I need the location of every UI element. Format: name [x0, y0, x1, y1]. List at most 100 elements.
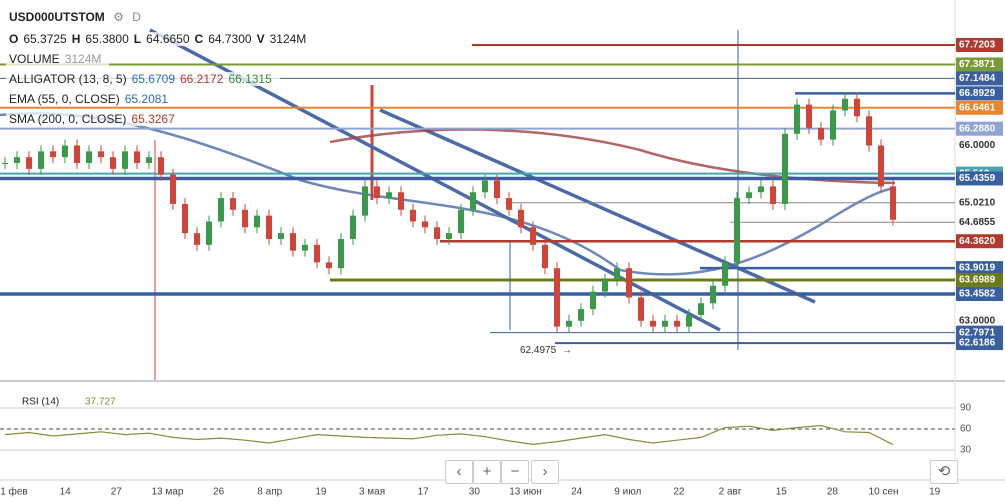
candle: [770, 186, 776, 204]
x-tick-label: 13 мар: [151, 487, 183, 498]
candle: [38, 151, 44, 169]
candle: [314, 244, 320, 263]
candle: [194, 233, 200, 245]
indicator-value: 65.6709: [131, 72, 175, 86]
indicator-value: 65.2081: [124, 92, 169, 106]
candle: [146, 157, 152, 164]
indicator-name: EMA (55, 0, CLOSE): [9, 92, 120, 106]
rsi-tick-label: 90: [960, 403, 972, 414]
candle: [542, 244, 548, 269]
control-button[interactable]: ⟲: [930, 460, 958, 484]
candle: [458, 209, 464, 234]
ohlcv-value: 64.7300: [208, 32, 252, 46]
candle: [614, 268, 620, 280]
candle: [878, 145, 884, 187]
x-tick-label: 30: [469, 487, 481, 498]
price-label: 67.3871: [959, 59, 996, 70]
price-label: 63.6989: [959, 275, 996, 286]
price-label: 63.9019: [959, 263, 996, 274]
ohlcv-key: C: [194, 32, 204, 46]
candle: [602, 279, 608, 292]
rsi-line: [4, 424, 894, 446]
price-label-box: [956, 272, 1003, 287]
price-label-box: [956, 37, 1003, 52]
ohlcv-key: H: [71, 32, 81, 46]
candle: [506, 198, 512, 210]
indicator-legend: EMA (55, 0, CLOSE) 65.2081: [6, 92, 177, 106]
price-label-box: [956, 121, 1003, 136]
price-label: 64.3620: [959, 236, 996, 247]
price-label: 63.4582: [959, 289, 996, 300]
ohlcv-key: O: [9, 32, 19, 46]
ema-line: [0, 112, 896, 276]
candle: [638, 297, 644, 321]
candle: [242, 209, 248, 228]
control-button[interactable]: −: [501, 460, 529, 484]
candle: [170, 174, 176, 204]
candle: [218, 198, 224, 222]
candle: [206, 221, 212, 245]
candle: [278, 233, 284, 239]
candle: [446, 233, 452, 239]
ohlcv-key: L: [133, 32, 142, 46]
price-label: 66.0000: [959, 140, 996, 151]
candle: [158, 157, 164, 175]
price-label-box: [956, 171, 1003, 186]
candle: [566, 320, 572, 327]
x-tick-label: 14: [60, 487, 72, 498]
rsi-value: 37.727: [85, 397, 116, 408]
candle: [890, 186, 896, 220]
rsi-title: RSI (14): [22, 397, 59, 408]
candle: [794, 104, 800, 134]
control-button[interactable]: ‹: [445, 460, 473, 484]
candle: [14, 157, 20, 164]
price-label-box: [956, 336, 1003, 351]
price-label-box: [956, 215, 1003, 230]
period[interactable]: D: [132, 10, 141, 24]
candle: [698, 303, 704, 315]
candle: [98, 151, 104, 158]
x-tick-label: 17: [418, 487, 430, 498]
candle: [650, 320, 656, 327]
x-tick-label: 8 апр: [257, 487, 282, 498]
candle: [842, 98, 848, 111]
indicator-value: 65.3267: [131, 112, 175, 126]
candle: [710, 285, 716, 304]
x-tick-label: 27: [111, 487, 123, 498]
x-tick-label: 13 июн: [509, 487, 542, 498]
indicator-legend: ALLIGATOR (13, 8, 5) 65.6709 66.2172 66.131…: [6, 72, 280, 86]
candle: [50, 151, 56, 158]
candle: [530, 227, 536, 245]
price-label-box: [956, 261, 1003, 276]
price-label-box: [956, 195, 1003, 210]
settings-icon[interactable]: ⚙: [113, 10, 124, 24]
indicator-value: 3124M: [64, 52, 102, 66]
candle: [26, 157, 32, 169]
ohlcv-row: O 65.3725 H 65.3800 L 64.6650 C 64.7300 V 3124M: [6, 32, 315, 46]
ohlcv-value: 64.6650: [146, 32, 190, 46]
candle: [578, 309, 584, 321]
x-tick-label: 19: [315, 487, 327, 498]
ohlcv-value: 65.3725: [23, 32, 67, 46]
x-tick-label: 3 мая: [359, 487, 385, 498]
candle: [470, 192, 476, 210]
price-label: 66.6461: [959, 102, 996, 113]
candle: [230, 198, 236, 210]
control-button[interactable]: +: [473, 460, 501, 484]
candle: [62, 145, 68, 158]
price-label-box: [956, 313, 1003, 328]
candle: [338, 238, 344, 269]
candle: [686, 314, 692, 327]
candle: [830, 110, 836, 140]
control-button[interactable]: ›: [531, 460, 559, 484]
symbol: USD000UTSTOM: [9, 10, 105, 24]
price-label: 67.1484: [959, 73, 996, 84]
candle: [590, 291, 596, 310]
x-tick-label: 2 авг: [719, 487, 742, 498]
candle: [746, 192, 752, 199]
candle: [410, 209, 416, 222]
candle: [722, 262, 728, 286]
indicator-value: 66.2172: [180, 72, 224, 86]
